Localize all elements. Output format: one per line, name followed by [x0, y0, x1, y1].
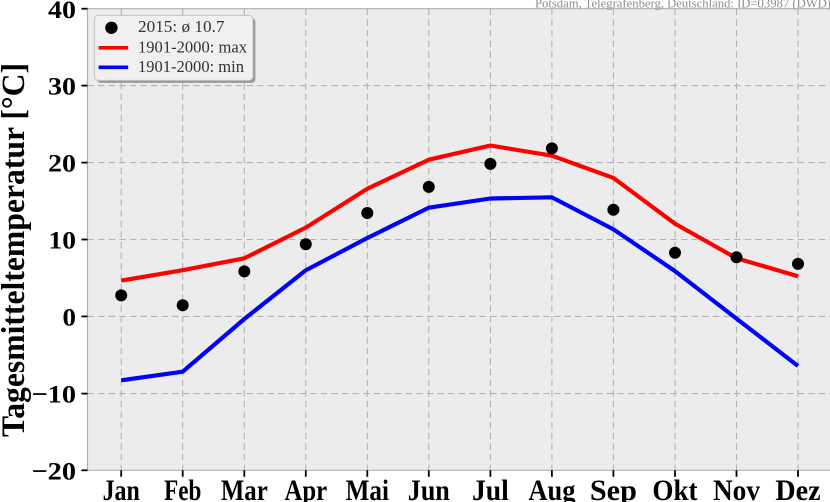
svg-text:Tagesmitteltemperatur [°C]: Tagesmitteltemperatur [°C] — [0, 63, 32, 437]
svg-text:Mai: Mai — [346, 475, 389, 502]
svg-text:40: 40 — [48, 0, 76, 24]
svg-text:0: 0 — [63, 303, 77, 332]
svg-text:1901-2000: max: 1901-2000: max — [138, 37, 248, 56]
svg-text:Sep: Sep — [590, 475, 637, 502]
svg-text:Jul: Jul — [472, 475, 509, 502]
svg-text:20: 20 — [48, 149, 76, 178]
svg-text:10: 10 — [49, 226, 77, 255]
svg-text:1901-2000: min: 1901-2000: min — [138, 57, 244, 76]
svg-text:2015: ø 10.7: 2015: ø 10.7 — [138, 17, 225, 36]
svg-text:Nov: Nov — [713, 475, 760, 502]
svg-text:Jun: Jun — [408, 475, 450, 502]
svg-text:Aug: Aug — [528, 475, 575, 502]
svg-text:Okt: Okt — [652, 475, 697, 502]
svg-text:Mar: Mar — [221, 475, 268, 502]
svg-text:Dez: Dez — [775, 475, 820, 502]
svg-text:−10: −10 — [32, 380, 77, 409]
svg-text:Feb: Feb — [164, 475, 201, 502]
svg-text:30: 30 — [48, 72, 76, 101]
svg-text:Potsdam, Telegrafenberg, Deuts: Potsdam, Telegrafenberg, Deutschland: ID… — [535, 0, 830, 11]
svg-text:−20: −20 — [32, 456, 77, 485]
svg-text:Jan: Jan — [103, 475, 140, 502]
svg-text:Apr: Apr — [284, 475, 327, 502]
